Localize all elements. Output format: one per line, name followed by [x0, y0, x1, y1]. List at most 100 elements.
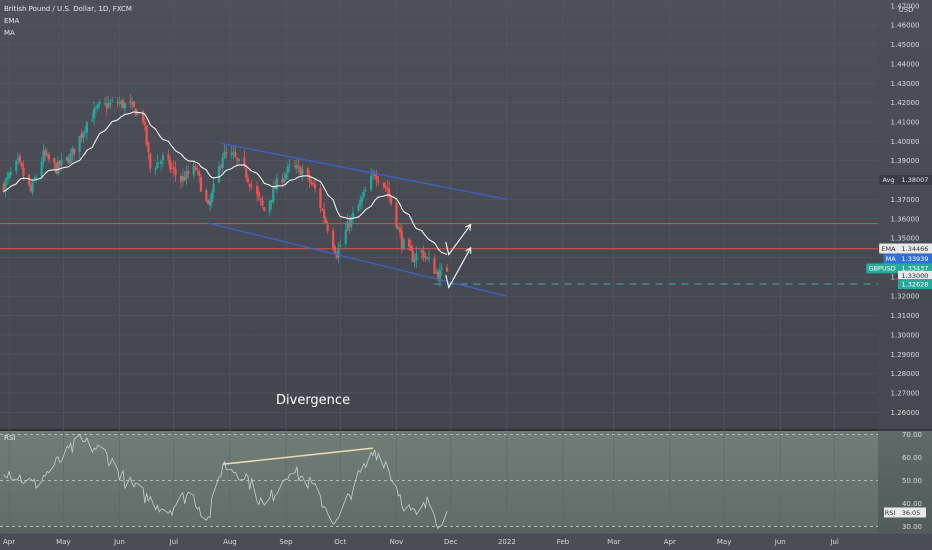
price-tick-label: 1.30000	[891, 331, 920, 339]
time-tick-label: Feb	[557, 538, 570, 546]
candle-body	[185, 170, 188, 180]
price-tick-label: 1.31000	[891, 312, 920, 320]
rsi-band	[0, 434, 878, 527]
candle-body	[9, 171, 12, 176]
candle-body	[116, 101, 119, 104]
price-tick-label: 1.29000	[891, 351, 920, 359]
candle-body	[440, 268, 443, 270]
candle-body	[120, 100, 123, 105]
price-tick-label: 1.40000	[891, 138, 920, 146]
candle-body	[275, 178, 279, 191]
candle-body	[2, 184, 5, 192]
candle-body	[18, 156, 22, 163]
price-tick-label: 1.47000	[891, 2, 920, 10]
candle-body	[319, 188, 322, 208]
candle-body	[210, 192, 213, 203]
price-tick-label: 1.27000	[891, 389, 920, 397]
candle-body	[324, 218, 327, 223]
candle-body	[420, 250, 423, 253]
candle-body	[58, 160, 61, 167]
rsi-tag-value: 36.05	[902, 509, 921, 517]
candle-body	[67, 158, 70, 164]
rsi-series	[0, 433, 878, 530]
time-tick-label: Jul	[829, 538, 839, 546]
candle-body	[109, 102, 112, 105]
candle-body	[375, 175, 378, 181]
candle-body	[42, 150, 45, 163]
time-tick-label: Apr	[3, 538, 15, 546]
price-tag-name: EMA	[881, 245, 896, 253]
candle-body	[236, 158, 239, 160]
candle-body	[35, 177, 38, 181]
candle-body	[107, 103, 110, 108]
candle-body	[53, 158, 56, 164]
price-tick-label: 1.37000	[891, 196, 920, 204]
price-tag-name-box	[866, 263, 898, 274]
grid-layer	[0, 0, 878, 533]
main-pane-background	[0, 0, 932, 430]
candle-body	[71, 148, 74, 156]
candle-body	[424, 256, 427, 258]
price-tag-value: 1.33437	[902, 265, 929, 273]
candle-body	[384, 186, 387, 189]
overlay-layer	[0, 223, 878, 285]
candle-body	[397, 227, 400, 229]
candle-body	[408, 239, 411, 247]
candle-body	[357, 205, 360, 212]
time-axis[interactable]: Apr May Jun Jul Aug Sep Oct Nov Dec 2022 Feb Mar Apr…	[3, 538, 839, 546]
candle-body	[181, 176, 184, 181]
candle-body	[359, 200, 362, 206]
time-tick-label: 2022	[498, 538, 516, 546]
candle-body	[169, 160, 172, 170]
candle-body	[312, 182, 315, 185]
price-tag-name-box	[879, 174, 898, 185]
time-tick-label: May	[717, 538, 731, 546]
price-tag-name-box	[879, 243, 898, 254]
candle-body	[272, 187, 275, 202]
candle-body	[223, 151, 226, 159]
candle-body	[17, 157, 20, 160]
candle-body	[31, 181, 34, 193]
candle-body	[136, 111, 139, 115]
rsi-tag-name-box	[884, 507, 896, 518]
candle-body	[161, 155, 165, 161]
rsi-pane-label[interactable]: RSI	[4, 434, 15, 442]
candle-body	[438, 269, 442, 282]
candle-body	[20, 162, 23, 168]
candle-body	[40, 162, 43, 177]
candle-body	[111, 100, 114, 102]
price-tag-value-box	[898, 270, 932, 281]
candle-body	[174, 168, 177, 175]
divergence-annotation[interactable]: Divergence	[276, 393, 350, 408]
price-tick-label: 1.42000	[891, 99, 920, 107]
candle-body	[270, 199, 273, 203]
price-tag-name-box	[883, 253, 898, 264]
indicator-label-ema[interactable]: EMA	[4, 17, 19, 25]
candle-body	[446, 267, 449, 272]
candle-body	[105, 103, 108, 109]
indicator-label-ma[interactable]: MA	[4, 29, 15, 37]
price-tick-label: 1.28000	[891, 370, 920, 378]
candle-body	[199, 177, 203, 192]
candle-body	[65, 156, 69, 161]
time-tick-label: Nov	[390, 538, 404, 546]
candle-body	[346, 221, 349, 231]
candle-body	[331, 230, 335, 248]
symbol-title[interactable]: British Pound / U.S. Dollar, 1D, FXCM	[4, 5, 132, 13]
price-tag-value-box	[898, 253, 932, 264]
candle-body	[326, 224, 329, 232]
candle-body	[179, 176, 183, 182]
candle-body	[194, 166, 197, 170]
candle-body	[143, 121, 146, 125]
candle-body	[158, 162, 161, 164]
candle-body	[154, 168, 157, 170]
candle-body	[382, 182, 385, 187]
candle-body	[73, 148, 76, 154]
candle-body	[370, 175, 373, 190]
candle-body	[268, 201, 271, 212]
rsi-tick-label: 70.00	[902, 431, 922, 439]
price-tag-value-box	[898, 243, 932, 254]
drawings-layer[interactable]	[206, 142, 508, 297]
